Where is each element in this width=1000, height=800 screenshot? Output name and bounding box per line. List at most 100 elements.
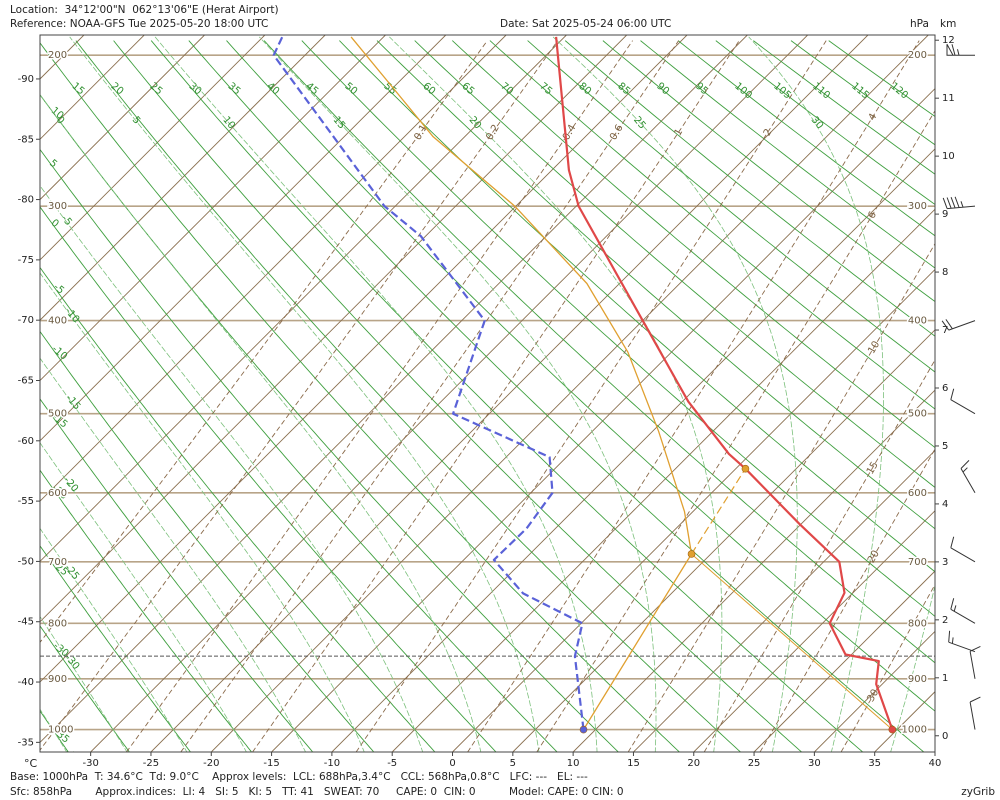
pressure-label-right: 200 bbox=[908, 50, 927, 61]
km-tick-label: 0 bbox=[942, 731, 948, 742]
moist-adiabat bbox=[69, 36, 540, 752]
isotherm bbox=[40, 35, 447, 442]
isotherm bbox=[40, 35, 748, 743]
isotherm bbox=[90, 35, 808, 752]
x-tick-label: -15 bbox=[263, 758, 279, 769]
mixing-ratio-line bbox=[40, 40, 488, 644]
x-tick-label: 35 bbox=[868, 758, 881, 769]
dry-adiabat bbox=[339, 40, 935, 573]
isotherm bbox=[572, 389, 935, 752]
pressure-label-left: 900 bbox=[48, 674, 67, 685]
mixing-ratio-label: 6 bbox=[866, 210, 879, 221]
moist-adiabat bbox=[748, 36, 884, 752]
x-tick-label: 20 bbox=[687, 758, 700, 769]
dry-adiabat bbox=[414, 40, 935, 489]
km-tick-label: 11 bbox=[942, 93, 955, 104]
moist-adiabat bbox=[389, 36, 723, 752]
mixing-ratio-line bbox=[703, 359, 935, 752]
x-tick-label: 5 bbox=[510, 758, 516, 769]
pressure-label-left: 300 bbox=[48, 201, 67, 212]
isotherm bbox=[40, 35, 567, 563]
pressure-label-right: 1000 bbox=[902, 725, 927, 736]
isotherm bbox=[331, 148, 935, 752]
mixing-ratio-line bbox=[840, 583, 935, 752]
km-tick-label: 2 bbox=[942, 615, 948, 626]
mixing-ratio-label: 10 bbox=[866, 339, 882, 356]
dry-adiabat bbox=[489, 40, 935, 410]
frame bbox=[39, 34, 936, 753]
isotherm bbox=[391, 208, 935, 752]
wind-barb bbox=[950, 536, 976, 563]
pressure-label-left: 700 bbox=[48, 557, 67, 568]
dry-adiabat bbox=[150, 40, 863, 752]
isotherm bbox=[40, 35, 628, 623]
moist-adiabat-label: 5 bbox=[130, 115, 143, 127]
dry-adiabat-label: 0 bbox=[49, 218, 61, 231]
dry-adiabat bbox=[40, 469, 252, 752]
dry-adiabat bbox=[40, 625, 130, 752]
left-tick-label: -50 bbox=[18, 556, 34, 567]
moist-adiabat bbox=[40, 442, 247, 752]
moist-adiabat bbox=[259, 36, 657, 752]
moist-adiabat bbox=[40, 527, 188, 752]
pressure-label-right: 400 bbox=[908, 316, 927, 327]
pressure-label-right: 600 bbox=[908, 488, 927, 499]
profile-line bbox=[555, 36, 894, 730]
isotherm bbox=[452, 268, 935, 752]
x-tick-label: 30 bbox=[808, 758, 821, 769]
moist-adiabat bbox=[40, 615, 128, 752]
pressure-label-right: 900 bbox=[908, 674, 927, 685]
km-tick-label: 1 bbox=[942, 673, 948, 684]
mixing-ratio-label: 4 bbox=[867, 112, 880, 123]
km-tick-label: 8 bbox=[942, 267, 948, 278]
left-tick-label: -80 bbox=[18, 195, 34, 206]
moist-adiabat bbox=[40, 357, 307, 752]
dry-adiabat bbox=[40, 206, 497, 752]
dry-adiabat bbox=[226, 40, 935, 712]
km-tick-label: 10 bbox=[942, 151, 955, 162]
mixing-ratio-line bbox=[759, 448, 935, 752]
mixing-ratio-label: 15 bbox=[865, 460, 881, 477]
left-tick-label: -60 bbox=[18, 436, 34, 447]
mixing-ratio-line bbox=[627, 242, 935, 752]
left-tick-label: -65 bbox=[18, 375, 34, 386]
x-tick-label: 15 bbox=[627, 758, 640, 769]
profile-line bbox=[690, 468, 746, 555]
dry-adiabat bbox=[564, 40, 935, 337]
mixing-ratio-line bbox=[180, 40, 679, 752]
wind-barb bbox=[969, 696, 981, 730]
mixing-ratio-label: 2 bbox=[762, 127, 775, 138]
dry-adiabat bbox=[640, 40, 935, 269]
left-tick-label: -75 bbox=[18, 255, 34, 266]
x-axis-label: °C bbox=[24, 757, 38, 770]
mixing-ratio-label: 1 bbox=[673, 127, 686, 138]
profile-line bbox=[350, 36, 693, 730]
wind-barb bbox=[946, 43, 975, 56]
dry-adiabat bbox=[527, 40, 935, 373]
dry-adiabat bbox=[263, 40, 935, 664]
brand: zyGrib bbox=[961, 786, 995, 798]
dry-adiabat-label: 5 bbox=[47, 158, 59, 171]
dry-adiabat bbox=[40, 545, 191, 752]
isotherm bbox=[271, 87, 935, 752]
dry-adiabat bbox=[602, 40, 935, 303]
wind-barb bbox=[941, 319, 976, 331]
mixing-ratio-line bbox=[536, 109, 935, 752]
dry-adiabat bbox=[40, 266, 436, 752]
x-tick-label: -10 bbox=[324, 758, 340, 769]
pressure-label-right: 700 bbox=[908, 557, 927, 568]
pressure-label-left: 200 bbox=[48, 50, 67, 61]
dry-adiabat bbox=[113, 40, 802, 752]
km-tick-label: 12 bbox=[942, 35, 955, 46]
pressure-label-right: 500 bbox=[908, 409, 927, 420]
dry-adiabat bbox=[376, 40, 935, 530]
left-tick-label: -45 bbox=[18, 617, 34, 628]
isotherm bbox=[633, 449, 935, 752]
x-tick-label: 25 bbox=[748, 758, 761, 769]
pressure-label-left: 1000 bbox=[48, 725, 73, 736]
wind-barb bbox=[960, 460, 976, 494]
isotherm bbox=[753, 570, 935, 752]
left-tick-label: -70 bbox=[18, 315, 34, 326]
date: Date: Sat 2025-05-24 06:00 UTC bbox=[500, 18, 671, 30]
pressure-label-right: 800 bbox=[908, 618, 927, 629]
